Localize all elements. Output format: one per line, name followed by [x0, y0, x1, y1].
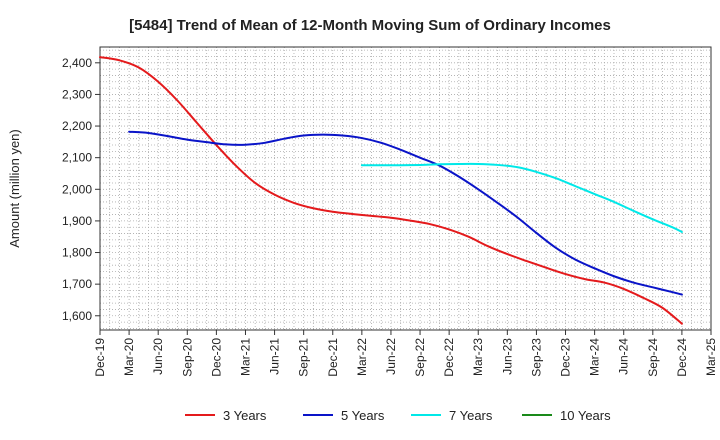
grid	[99, 47, 712, 330]
x-tick-label: Jun-23	[500, 338, 514, 375]
series-line-5-years	[128, 130, 683, 296]
x-tick-label: Jun-22	[384, 338, 398, 375]
x-tick-label: Dec-22	[442, 338, 456, 377]
x-tick-label: Dec-24	[675, 338, 689, 377]
x-tick-label: Sep-22	[413, 338, 427, 377]
x-tick-label: Sep-20	[180, 338, 194, 377]
legend-label-7-years: 7 Years	[449, 408, 493, 423]
y-tick-label: 2,400	[62, 56, 92, 70]
y-tick-label: 1,600	[62, 309, 92, 323]
x-tick-label: Dec-19	[93, 338, 107, 377]
x-axis: Dec-19 Mar-20 Jun-20 Sep-20 Dec-20 Mar-21 Jun-…	[93, 330, 718, 377]
y-axis-label: Amount (million yen)	[7, 129, 22, 248]
x-tick-label: Dec-23	[559, 338, 573, 377]
x-tick-label: Mar-20	[122, 338, 136, 376]
legend-label-5-years: 5 Years	[341, 408, 385, 423]
x-tick-label: Mar-23	[471, 338, 485, 376]
legend-label-10-years: 10 Years	[560, 408, 611, 423]
y-tick-label: 1,800	[62, 246, 92, 260]
x-tick-label: Dec-20	[209, 338, 223, 377]
y-tick-label: 1,700	[62, 277, 92, 291]
y-tick-label: 2,000	[62, 182, 92, 196]
x-tick-label: Sep-24	[646, 338, 660, 377]
y-axis: 1,600 1,700 1,800 1,900 2,000 2,100 2,200 2,300…	[62, 56, 100, 323]
x-tick-label: Jun-20	[151, 338, 165, 375]
x-tick-label: Sep-21	[297, 338, 311, 377]
x-tick-label: Mar-22	[355, 338, 369, 376]
plot-frame	[99, 46, 712, 331]
series-layer	[99, 56, 683, 325]
x-tick-label: Mar-21	[238, 338, 252, 376]
series-line-3-years	[99, 56, 683, 325]
legend-label-3-years: 3 Years	[223, 408, 267, 423]
chart-title: [5484] Trend of Mean of 12-Month Moving …	[129, 17, 611, 34]
legend: 3 Years 5 Years 7 Years 10 Years	[185, 408, 611, 423]
x-tick-label: Sep-23	[529, 338, 543, 377]
x-tick-label: Mar-24	[588, 338, 602, 376]
series-line-7-years	[360, 162, 683, 233]
x-tick-label: Jun-21	[268, 338, 282, 375]
x-tick-label: Jun-24	[617, 338, 631, 375]
x-tick-label: Mar-25	[704, 338, 718, 376]
y-tick-label: 2,100	[62, 151, 92, 165]
y-tick-label: 1,900	[62, 214, 92, 228]
y-tick-label: 2,300	[62, 87, 92, 101]
x-tick-label: Dec-21	[326, 338, 340, 377]
y-tick-label: 2,200	[62, 119, 92, 133]
